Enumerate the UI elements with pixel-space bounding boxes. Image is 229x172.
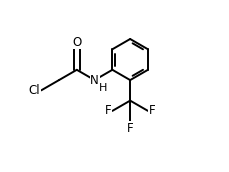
Text: N: N [90,74,98,87]
Text: F: F [126,122,133,135]
Text: O: O [72,36,81,49]
Text: H: H [98,83,107,93]
Text: F: F [148,104,155,117]
Text: Cl: Cl [29,84,40,97]
Text: F: F [104,104,111,117]
